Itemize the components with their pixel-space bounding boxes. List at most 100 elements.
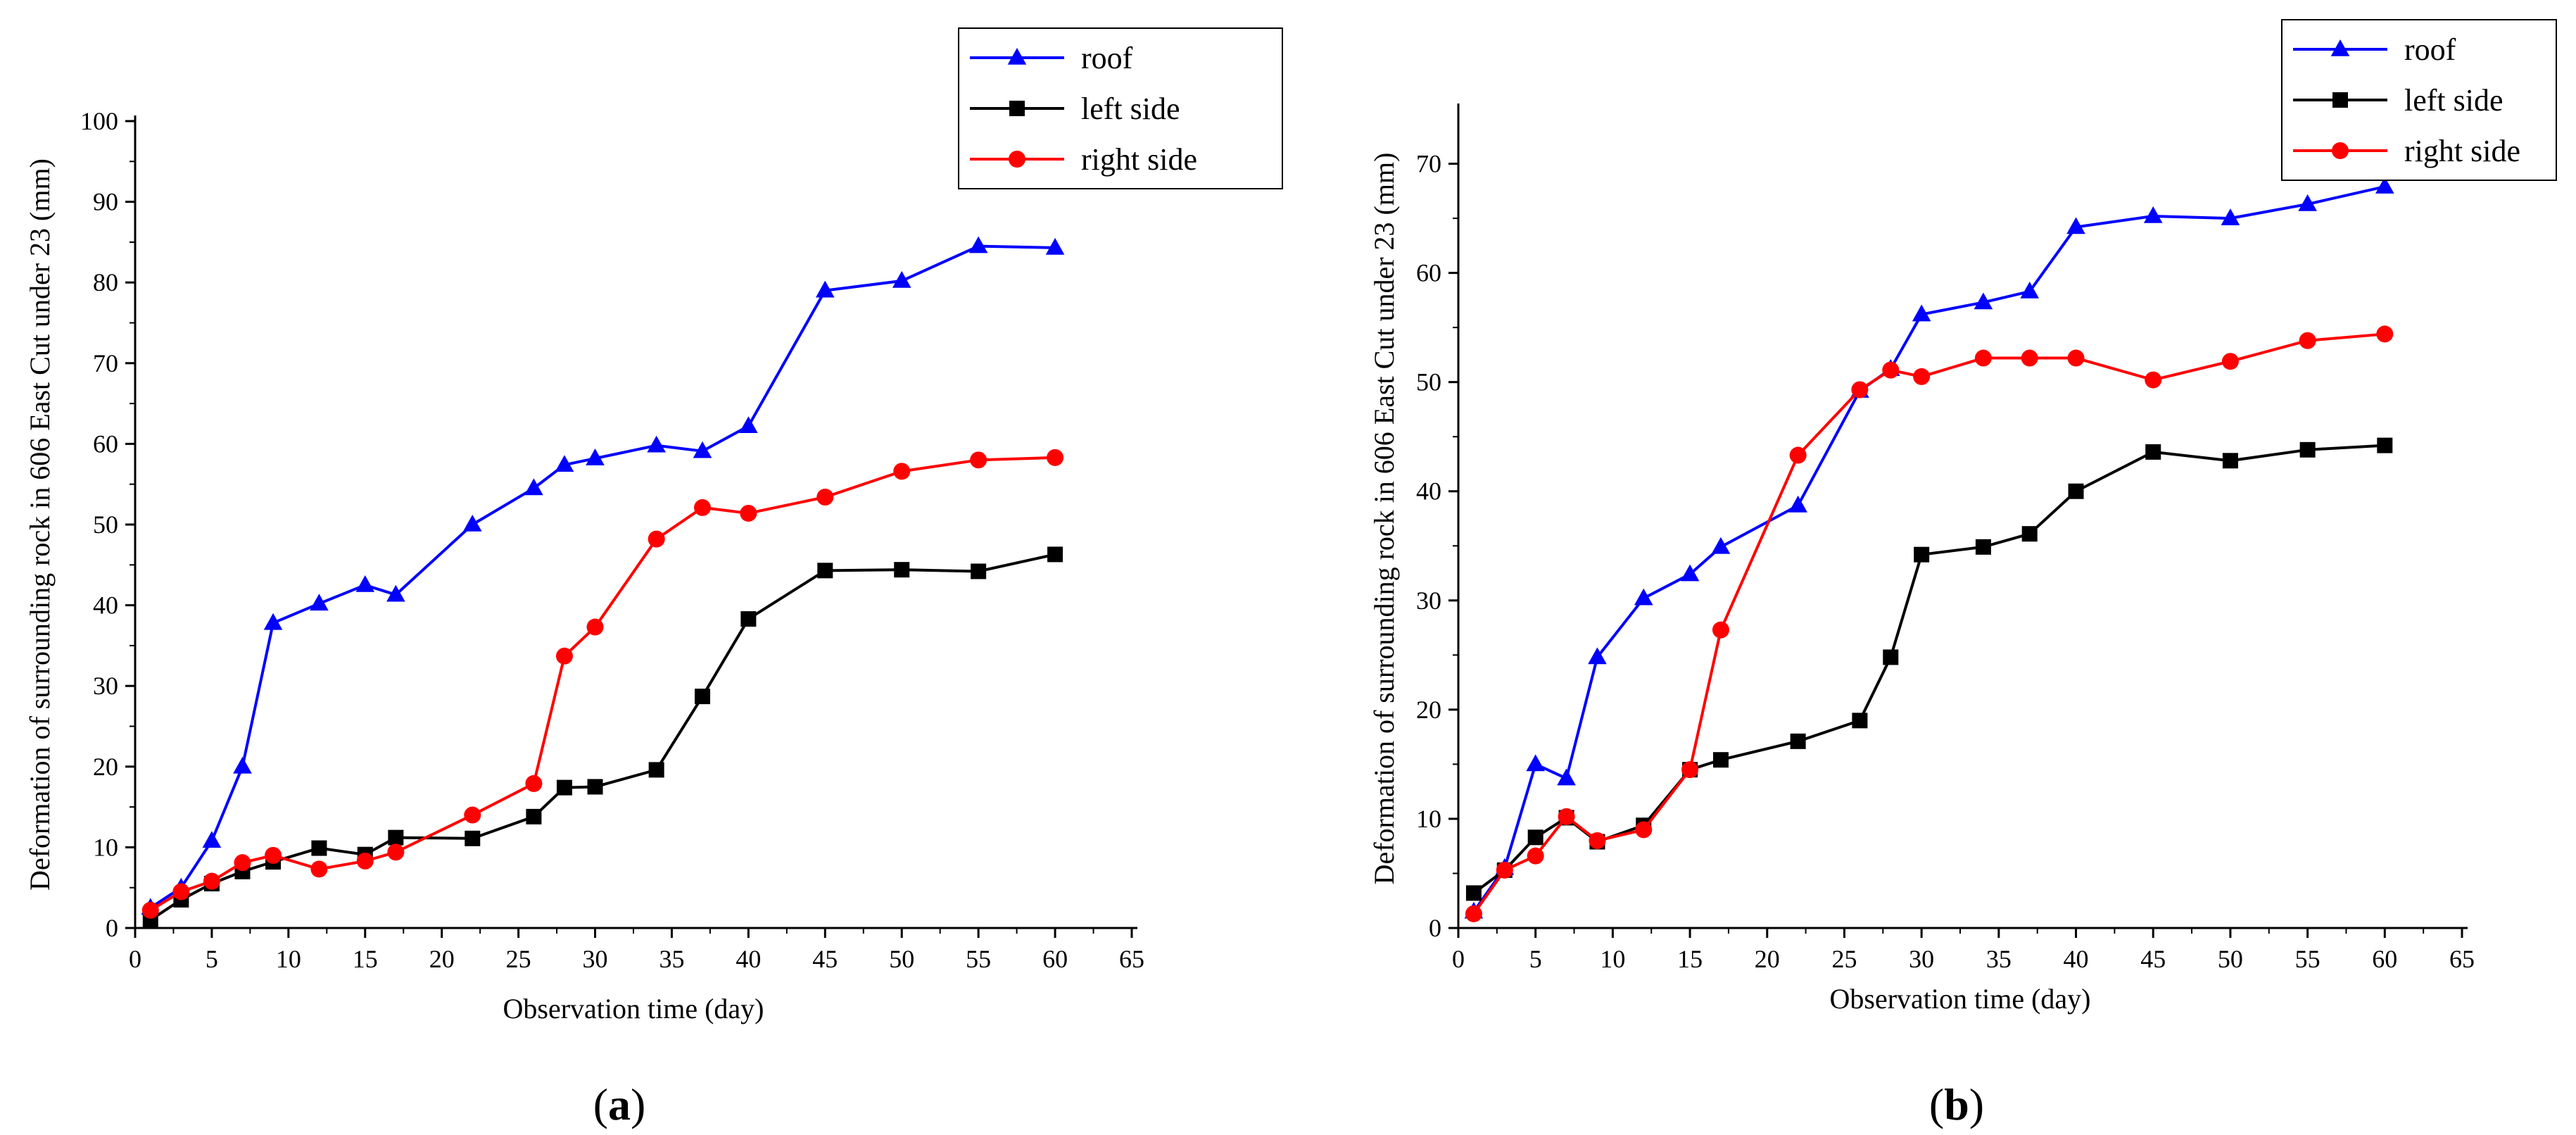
data-point xyxy=(2067,349,2085,367)
x-axis-title: Observation time (day) xyxy=(1830,983,2091,1015)
data-point xyxy=(816,280,835,298)
data-point xyxy=(265,846,282,864)
series-line xyxy=(1472,444,2385,894)
data-point xyxy=(586,449,605,465)
data-point xyxy=(1527,847,1544,865)
data-point xyxy=(526,808,542,824)
data-point xyxy=(1912,304,1931,322)
legend-label: left side xyxy=(2404,83,2504,118)
x-tick-label: 40 xyxy=(2064,945,2089,973)
data-point xyxy=(386,584,405,602)
data-point xyxy=(648,530,665,548)
data-point xyxy=(2066,217,2085,234)
data-point xyxy=(2377,437,2393,453)
data-point xyxy=(894,562,910,578)
data-point xyxy=(2221,353,2239,370)
x-tick-label: 35 xyxy=(1986,945,2012,973)
series-roof xyxy=(141,236,1065,915)
data-point xyxy=(2299,332,2316,349)
data-point xyxy=(141,901,159,919)
data-point xyxy=(586,618,604,636)
x-axis-title: Observation time (day) xyxy=(503,993,764,1024)
panel-label: (b) xyxy=(1929,1079,1984,1129)
data-point xyxy=(1634,588,1653,606)
y-tick-label: 20 xyxy=(93,753,118,781)
data-point xyxy=(387,844,405,861)
x-tick-label: 5 xyxy=(206,945,218,973)
data-point xyxy=(555,647,573,665)
data-point xyxy=(2298,194,2317,211)
y-tick-label: 40 xyxy=(1416,477,1441,506)
legend-label: roof xyxy=(2404,32,2456,67)
data-point xyxy=(1788,495,1807,513)
x-tick-label: 45 xyxy=(812,945,838,973)
data-point xyxy=(1527,829,1543,846)
data-point xyxy=(1883,649,1899,665)
data-point xyxy=(555,455,574,472)
data-point xyxy=(2375,177,2394,194)
data-point xyxy=(1526,754,1545,772)
x-tick-label: 60 xyxy=(1042,945,1068,973)
data-point xyxy=(694,498,712,516)
y-tick-label: 50 xyxy=(1416,368,1441,396)
data-point xyxy=(970,451,987,469)
data-point xyxy=(740,611,757,627)
y-tick-label: 70 xyxy=(1416,150,1441,178)
data-point xyxy=(648,762,664,778)
data-point xyxy=(2021,349,2038,367)
data-point xyxy=(968,236,988,253)
data-point xyxy=(1047,449,1064,466)
data-point xyxy=(2143,206,2163,223)
x-tick-label: 35 xyxy=(659,945,684,973)
data-point xyxy=(647,435,666,453)
series-right-side xyxy=(141,449,1064,919)
legend-marker xyxy=(1009,101,1025,116)
data-point xyxy=(1712,621,1729,639)
legend-marker xyxy=(1009,151,1025,168)
series-right-side xyxy=(1465,325,2394,922)
x-tick-label: 50 xyxy=(2218,945,2243,973)
x-tick-label: 30 xyxy=(1909,945,1934,973)
x-tick-label: 55 xyxy=(2295,945,2321,973)
y-tick-label: 0 xyxy=(1429,914,1441,942)
data-point xyxy=(202,831,222,848)
legend-label: left side xyxy=(1081,92,1180,126)
y-tick-label: 10 xyxy=(93,833,118,861)
x-tick-label: 25 xyxy=(506,945,531,973)
y-tick-label: 0 xyxy=(106,914,118,942)
data-point xyxy=(1496,861,1513,879)
data-point xyxy=(310,860,328,878)
data-point xyxy=(1047,546,1063,563)
data-point xyxy=(1975,539,1991,555)
data-point xyxy=(739,416,758,433)
data-point xyxy=(693,441,712,458)
data-point xyxy=(1790,733,1806,749)
x-tick-label: 45 xyxy=(2140,945,2166,973)
data-point xyxy=(524,478,543,496)
data-point xyxy=(1852,713,1868,729)
y-tick-label: 30 xyxy=(93,672,118,700)
panel-label-close: ) xyxy=(1969,1079,1984,1129)
data-point xyxy=(388,829,404,846)
x-tick-label: 20 xyxy=(1755,945,1780,973)
y-tick-label: 60 xyxy=(93,429,118,458)
y-tick-label: 40 xyxy=(93,591,118,620)
series-left-side xyxy=(142,546,1063,928)
data-point xyxy=(2221,208,2240,225)
data-point xyxy=(1789,446,1807,464)
data-point xyxy=(816,489,834,506)
data-point xyxy=(817,563,833,579)
data-point xyxy=(740,504,757,522)
legend-marker xyxy=(2332,142,2349,159)
y-tick-label: 20 xyxy=(1416,696,1441,724)
x-tick-label: 55 xyxy=(966,945,991,973)
data-point xyxy=(1045,237,1065,255)
panel-label: (a) xyxy=(593,1079,646,1129)
y-tick-label: 30 xyxy=(1416,587,1441,615)
x-tick-label: 20 xyxy=(429,945,455,973)
series-line xyxy=(1472,332,2385,915)
x-tick-label: 50 xyxy=(889,945,914,973)
data-point xyxy=(892,270,911,288)
x-tick-label: 25 xyxy=(1831,945,1857,973)
y-axis-title: Deformation of surrounding rock in 606 E… xyxy=(24,158,56,891)
